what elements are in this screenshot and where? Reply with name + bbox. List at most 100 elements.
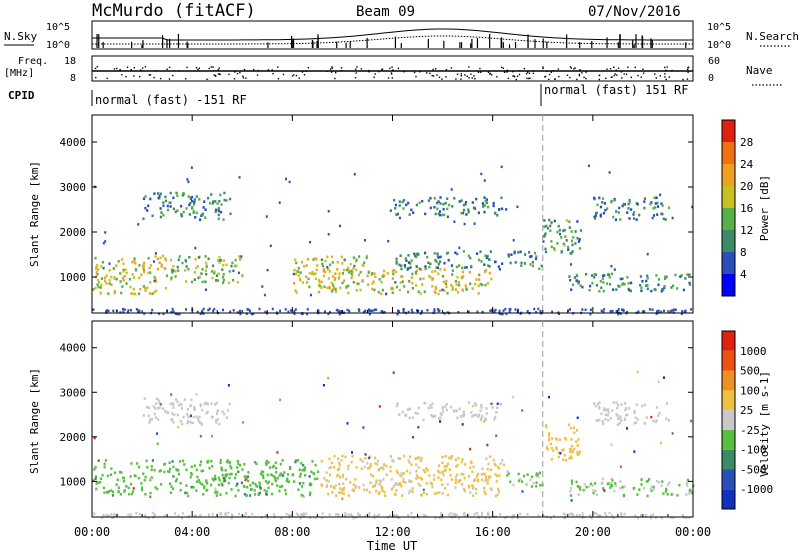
heatmap-cell [514,308,517,311]
heatmap-cell [615,401,618,404]
heatmap-cell [610,272,614,276]
heatmap-cell [617,211,620,214]
heatmap-cell [458,407,461,411]
heatmap-cell [459,415,462,418]
heatmap-cell [244,478,247,482]
heatmap-cell [575,480,578,484]
heatmap-cell [577,240,581,243]
heatmap-cell [476,310,479,314]
nave-point [368,69,370,72]
heatmap-cell [483,490,486,493]
heatmap-cell [470,461,473,465]
heatmap-cell [217,213,220,217]
heatmap-cell [178,255,181,258]
heatmap-cell [327,376,330,380]
heatmap-cell [582,516,585,519]
nave-point [153,76,155,79]
heatmap-cell [217,483,220,487]
heatmap-cell [603,407,606,410]
heatmap-cell [135,511,138,515]
nave-point [282,73,285,76]
heatmap-cell [363,465,366,469]
heatmap-cell [304,474,307,477]
heatmap-cell [210,193,213,196]
nave-point [664,76,666,78]
heatmap-cell [488,265,491,268]
heatmap-cell [649,487,652,491]
nave-tick-high: 60 [708,56,720,67]
heatmap-cell [224,512,227,516]
heatmap-cell [383,269,386,273]
heatmap-cell [308,482,311,485]
heatmap-cell [655,312,658,315]
heatmap-cell [431,277,435,280]
heatmap-cell [122,476,125,480]
heatmap-cell [278,489,281,493]
heatmap-cell [495,434,498,437]
heatmap-cell [131,260,134,264]
heatmap-cell [111,494,115,497]
heatmap-cell [437,262,440,266]
heatmap-cell [450,478,453,481]
nave-point [331,67,334,69]
heatmap-cell [297,488,300,491]
heatmap-cell [591,281,594,285]
heatmap-cell [520,261,523,265]
heatmap-cell [327,480,330,483]
heatmap-cell [122,279,125,282]
nave-point [471,77,473,79]
heatmap-cell [630,281,633,285]
heatmap-cell [455,409,458,413]
heatmap-cell [150,476,153,479]
heatmap-cell [210,402,213,405]
heatmap-cell [607,410,610,414]
nave-point [529,77,531,79]
heatmap-cell [332,283,335,287]
heatmap-cell [470,265,473,269]
heatmap-cell [145,405,149,409]
heatmap-cell [649,202,652,206]
heatmap-cell [594,273,597,276]
heatmap-cell [266,268,269,272]
heatmap-cell [654,206,657,209]
heatmap-cell [180,204,183,208]
heatmap-cell [353,264,356,268]
nave-point [552,70,554,72]
heatmap-cell [133,257,136,260]
heatmap-cell [204,280,207,284]
heatmap-cell [490,488,493,492]
heatmap-cell [362,483,365,487]
heatmap-cell [461,423,464,426]
heatmap-cell [182,210,185,214]
heatmap-cell [414,254,417,258]
heatmap-cell [170,268,173,272]
heatmap-cell [323,476,326,480]
heatmap-cell [171,270,174,274]
heatmap-cell [431,402,434,405]
heatmap-cell [454,280,457,283]
heatmap-cell [638,213,641,217]
heatmap-cell [311,460,314,463]
colorbar-segment [722,164,735,186]
heatmap-cell [375,479,378,482]
heatmap-cell [287,310,290,314]
heatmap-cell [338,491,341,494]
heatmap-cell [298,468,301,472]
heatmap-cell [633,422,636,425]
nave-point [576,78,578,81]
heatmap-cell [104,231,107,234]
heatmap-cell [668,481,671,484]
heatmap-cell [569,490,572,493]
heatmap-cell [486,513,489,516]
heatmap-cell [490,277,493,281]
heatmap-cell [601,477,604,481]
heatmap-cell [377,492,380,495]
heatmap-cell [135,268,138,272]
heatmap-cell [216,202,219,205]
heatmap-cell [341,454,344,458]
heatmap-cell [230,472,233,476]
heatmap-cell [274,476,277,479]
heatmap-cell [689,283,692,286]
nave-point [464,74,466,76]
heatmap-cell [475,197,478,201]
